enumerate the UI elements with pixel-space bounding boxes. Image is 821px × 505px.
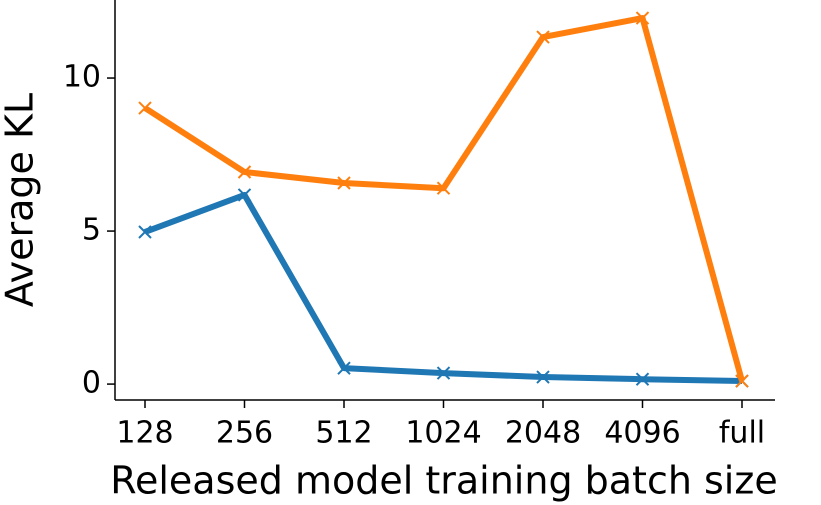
x-tick-label: 512: [315, 416, 372, 451]
marker: [138, 101, 152, 115]
marker: [237, 188, 252, 202]
x-tick-label: full: [719, 416, 765, 451]
marker: [436, 181, 451, 195]
x-axis-label: Released model training batch size: [110, 459, 777, 503]
x-tick-label: 256: [216, 416, 273, 451]
x-tick-label: 4096: [604, 416, 680, 451]
marker: [138, 225, 152, 239]
marker: [337, 361, 351, 375]
marker: [536, 370, 550, 384]
marker: [735, 374, 749, 388]
y-tick-label: 10: [63, 60, 101, 95]
line: [143, 191, 743, 385]
marker: [635, 11, 650, 25]
x-tick-label: 1024: [405, 416, 481, 451]
marker: [536, 30, 550, 44]
y-axis-label: Average KL: [0, 93, 42, 307]
marker: [436, 366, 451, 380]
y-tick-label: 0: [82, 366, 101, 401]
x-tick-label: 128: [116, 416, 173, 451]
marker: [635, 372, 650, 386]
x-tick-label: 2048: [505, 416, 581, 451]
y-tick-label: 5: [82, 213, 101, 248]
marker: [237, 165, 252, 179]
marker: [337, 176, 351, 190]
